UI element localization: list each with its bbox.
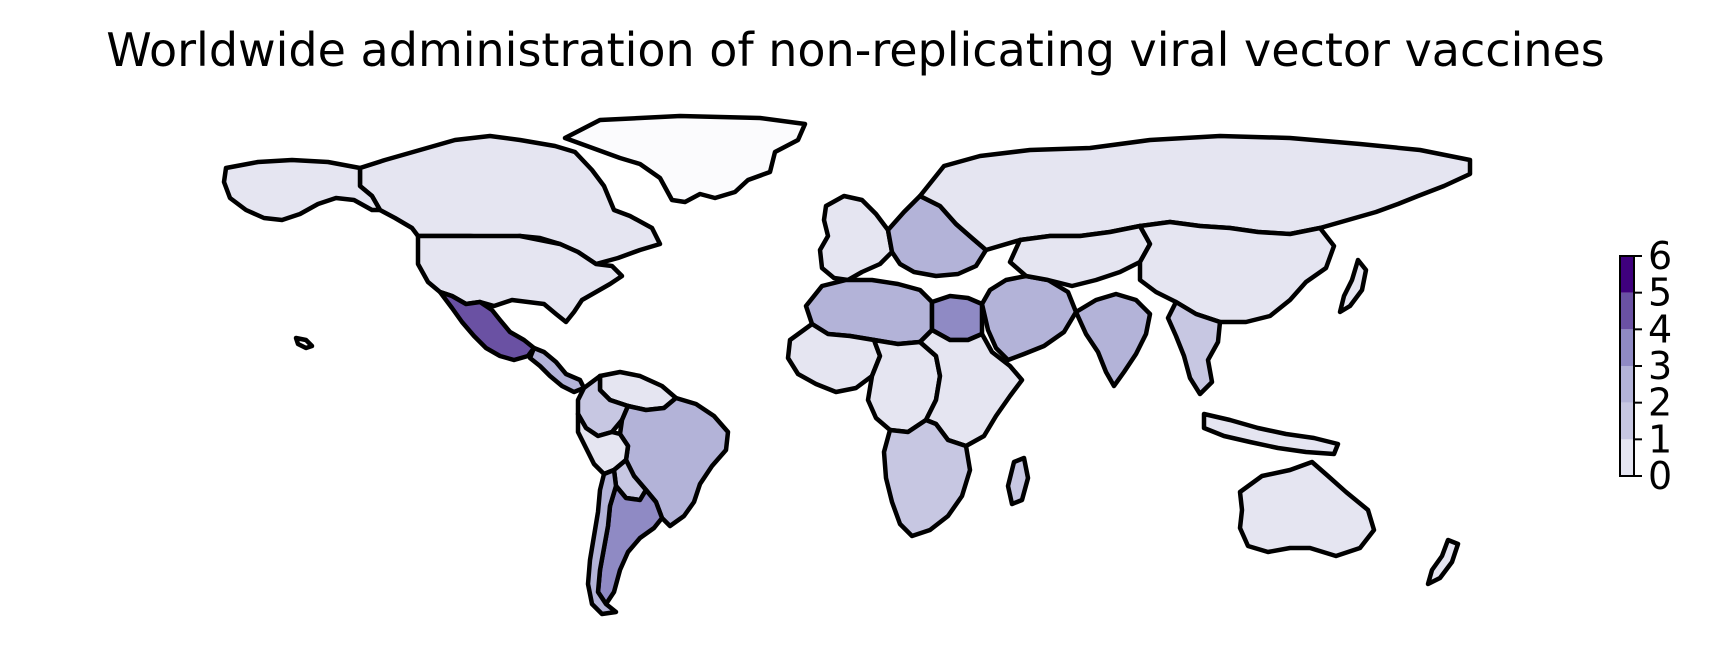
- region-alaska: [221, 157, 383, 223]
- region-chile: [585, 467, 619, 617]
- map-title: Worldwide administration of non-replicat…: [106, 23, 1605, 77]
- colorbar-tick-label: 4: [1648, 307, 1672, 351]
- colorbar-tick-label: 2: [1648, 381, 1672, 425]
- region-new-zealand: [1425, 537, 1461, 587]
- colorbar-bin: [1620, 439, 1634, 476]
- region-western-europe: [817, 193, 895, 283]
- region-madagascar: [1005, 455, 1031, 507]
- region-canada: [357, 133, 663, 267]
- colorbar-tick-label: 6: [1648, 234, 1672, 278]
- region-colombia: [575, 373, 631, 439]
- colorbar-bin: [1620, 366, 1634, 403]
- colorbar-tick-label: 0: [1648, 454, 1672, 498]
- region-southeast-asia: [1165, 299, 1223, 397]
- colorbar-tick-label: 3: [1648, 344, 1672, 388]
- region-east-africa: [917, 327, 1025, 449]
- region-hawaii-islands: [293, 335, 315, 351]
- region-central-asia: [1007, 223, 1153, 289]
- region-central-america: [527, 345, 587, 395]
- region-japan: [1337, 257, 1369, 315]
- region-australia: [1237, 459, 1377, 559]
- colorbar-tick-label: 5: [1648, 271, 1672, 315]
- region-india: [1073, 291, 1153, 389]
- region-middle-east: [979, 273, 1079, 363]
- colorbar-tick-label: 1: [1648, 417, 1672, 461]
- region-china: [1137, 219, 1337, 325]
- colorbar-bin: [1620, 402, 1634, 440]
- colorbar-bin: [1620, 292, 1634, 330]
- region-greenland: [562, 113, 808, 205]
- region-indonesia: [1201, 411, 1341, 457]
- colorbar-bin: [1620, 329, 1634, 366]
- colorbar-bin: [1620, 256, 1634, 293]
- region-southern-africa: [881, 417, 973, 539]
